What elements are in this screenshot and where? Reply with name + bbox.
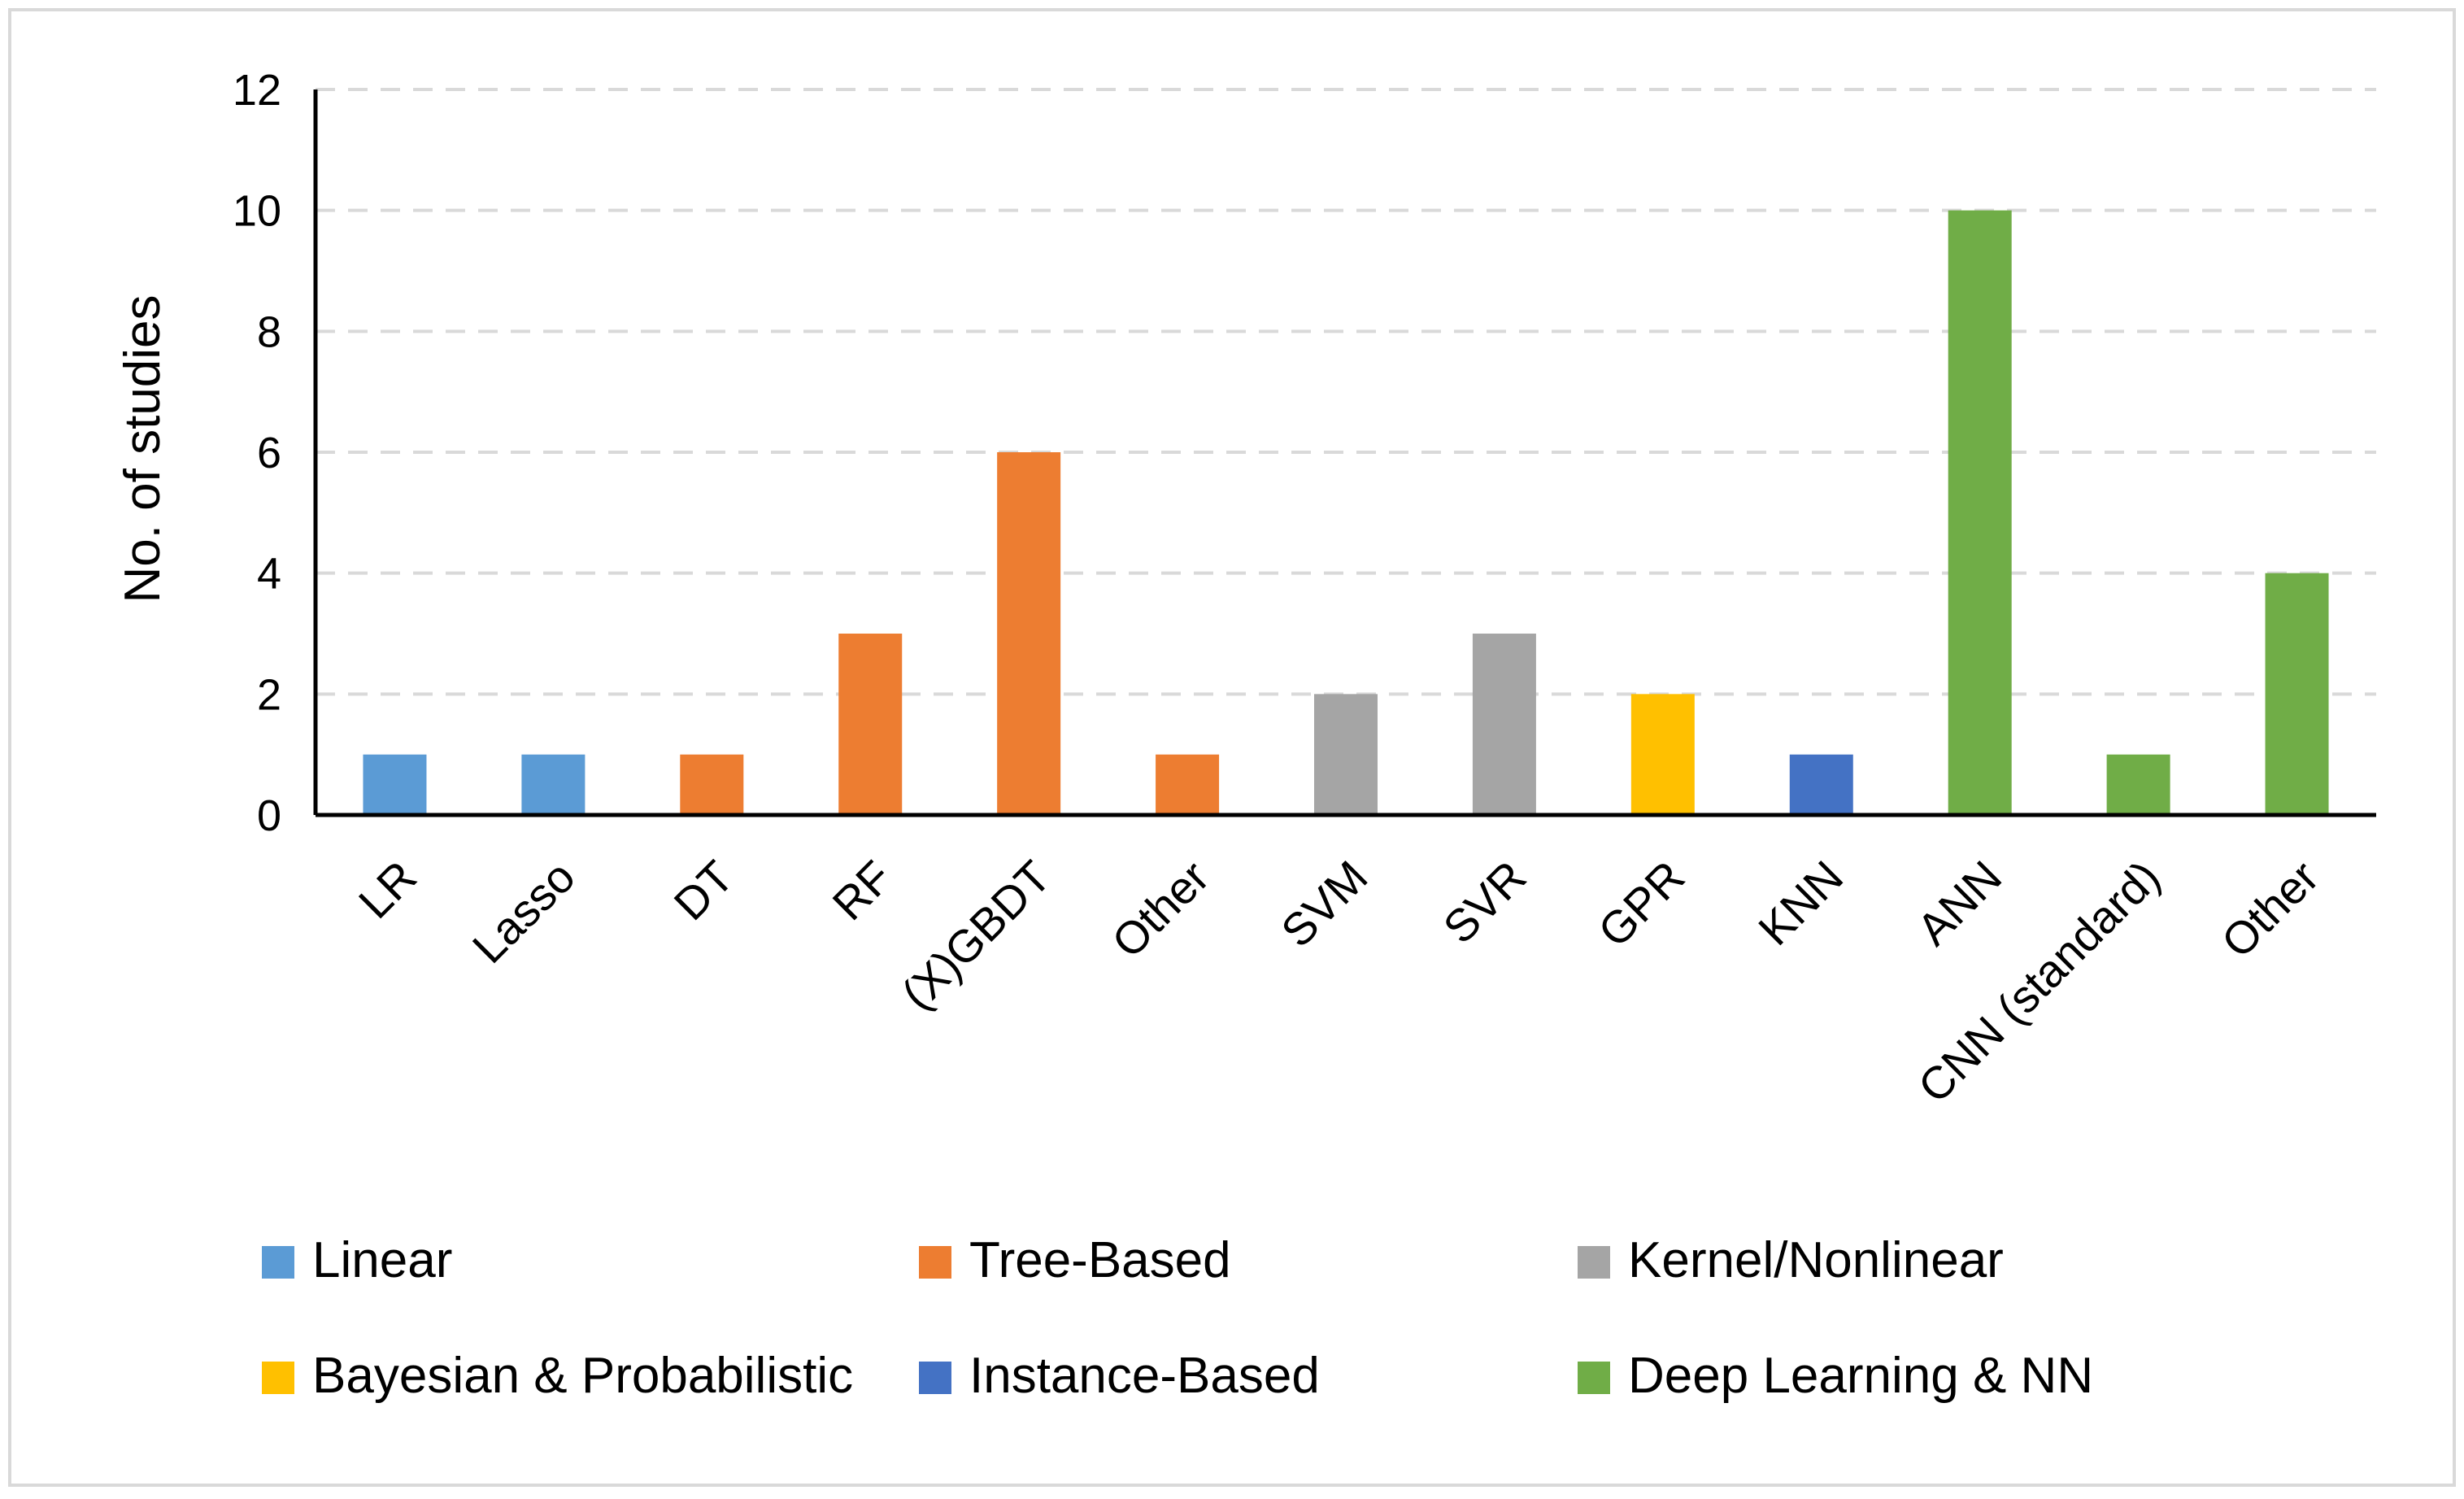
legend-item: Kernel/Nonlinear <box>1578 1232 2004 1288</box>
bar <box>2106 754 2170 815</box>
bar <box>1156 754 1220 815</box>
y-tick-label: 10 <box>233 187 281 236</box>
bar <box>363 754 427 815</box>
y-tick-label: 8 <box>257 307 281 356</box>
bar <box>1630 694 1695 815</box>
legend: Linear Tree-Based Kernel/Nonlinear Bayesian… <box>262 1232 2093 1404</box>
legend-label: Tree-Based <box>969 1232 1231 1288</box>
legend-swatch <box>919 1362 951 1394</box>
legend-item: Instance-Based <box>919 1348 1320 1404</box>
bars <box>363 210 2329 816</box>
legend-item: Bayesian & Probabilistic <box>262 1348 853 1404</box>
legend-item: Deep Learning & NN <box>1578 1348 2093 1404</box>
chart-border <box>8 8 2456 1487</box>
legend-item: Tree-Based <box>919 1232 1231 1288</box>
bar <box>1789 754 1853 815</box>
legend-swatch <box>262 1362 294 1394</box>
y-tick-label: 0 <box>257 791 281 840</box>
grid-lines <box>316 88 2376 696</box>
bar <box>997 452 1061 815</box>
legend-swatch <box>919 1246 951 1279</box>
y-tick-label: 12 <box>233 66 281 115</box>
bar <box>838 634 903 815</box>
y-tick-label: 6 <box>257 429 281 477</box>
y-axis-title: No. of studies <box>115 294 171 603</box>
bar <box>2265 573 2329 815</box>
legend-swatch <box>262 1246 294 1279</box>
legend-label: Instance-Based <box>969 1348 1320 1404</box>
bar <box>1472 634 1536 815</box>
axes <box>313 89 2376 817</box>
legend-label: Deep Learning & NN <box>1628 1348 2093 1404</box>
bar <box>1314 694 1378 815</box>
y-tick-label: 4 <box>257 550 281 599</box>
legend-swatch <box>1578 1246 1610 1279</box>
legend-label: Bayesian & Probabilistic <box>312 1348 853 1404</box>
legend-label: Linear <box>312 1232 452 1288</box>
legend-swatch <box>1578 1362 1610 1394</box>
bar <box>680 754 744 815</box>
y-tick-label: 2 <box>257 670 281 719</box>
legend-label: Kernel/Nonlinear <box>1628 1232 2004 1288</box>
bar <box>521 754 586 815</box>
bar <box>1948 210 2012 816</box>
y-tick-labels: 0 2 4 6 8 10 12 <box>233 66 281 840</box>
legend-item: Linear <box>262 1232 452 1288</box>
